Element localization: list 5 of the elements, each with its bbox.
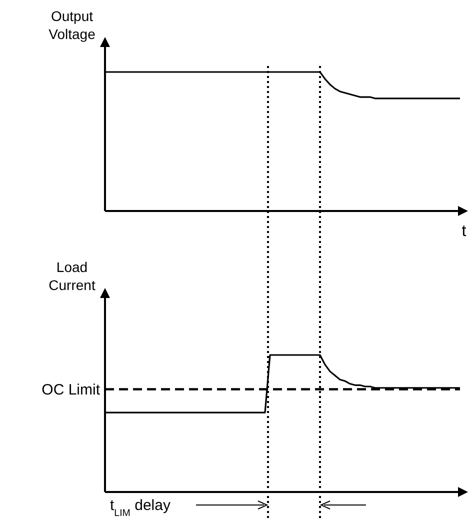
ref-line-label: OC Limit xyxy=(42,381,101,398)
y-axis-title: Output Voltage xyxy=(48,8,96,42)
text: t$_{LIM}$ delay xyxy=(110,497,171,518)
y-axis-title: Load Current xyxy=(48,259,96,293)
x-axis-title: t xyxy=(462,223,467,240)
